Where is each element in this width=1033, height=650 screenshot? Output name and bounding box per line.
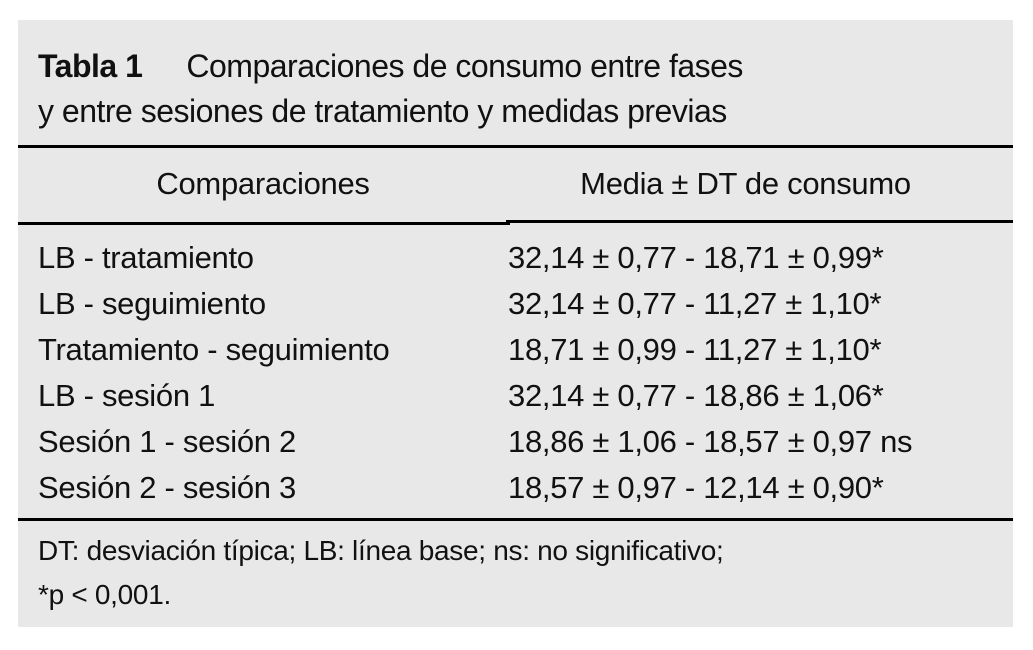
comparison-cell: LB - seguimiento [38, 286, 266, 321]
value-cell: 32,14 ± 0,77 - 18,71 ± 0,99* [508, 235, 1013, 281]
header-rule-left-segment [18, 222, 510, 225]
significance-marker: ns [871, 424, 913, 459]
significance-marker: * [871, 378, 884, 413]
footnote-pvalue: p < 0,001. [48, 579, 172, 610]
table-title-line2: y entre sesiones de tratamiento y medida… [38, 93, 727, 129]
significance-marker: * [869, 332, 882, 367]
table-label: Tabla 1 [38, 48, 143, 84]
significance-marker: * [871, 470, 884, 505]
table-title-line1: Tabla 1 Comparaciones de consumo entre fa… [38, 44, 993, 89]
comparison-cell: LB - tratamiento [38, 240, 254, 275]
footer-rule [18, 518, 1013, 521]
table-body: LB - tratamiento 32,14 ± 0,77 - 18,71 ± … [18, 225, 1013, 518]
table-title: Tabla 1 Comparaciones de consumo entre fa… [18, 20, 1013, 145]
table-header-row: Comparaciones Media ± DT de consumo [18, 148, 1013, 220]
table-row: LB - tratamiento 32,14 ± 0,77 - 18,71 ± … [18, 235, 1013, 281]
column-header-media-dt: Media ± DT de consumo [580, 166, 911, 201]
value-text: 32,14 ± 0,77 - 11,27 ± 1,10 [508, 286, 870, 321]
table-row: Sesión 1 - sesión 2 18,86 ± 1,06 - 18,57… [18, 419, 1013, 465]
header-rule [18, 220, 1013, 225]
table-row: LB - sesión 1 32,14 ± 0,77 - 18,86 ± 1,0… [18, 373, 1013, 419]
table-row: LB - seguimiento 32,14 ± 0,77 - 11,27 ± … [18, 281, 1013, 327]
value-cell: 32,14 ± 0,77 - 18,86 ± 1,06* [508, 373, 1013, 419]
value-cell: 18,86 ± 1,06 - 18,57 ± 0,97 ns [508, 419, 1013, 465]
value-text: 18,86 ± 1,06 - 18,57 ± 0,97 [508, 424, 872, 459]
footnote-significance-symbol: * [38, 579, 49, 610]
significance-marker: * [871, 240, 884, 275]
comparison-cell: Tratamiento - seguimiento [38, 332, 390, 367]
footnote-line1: DT: desviación típica; LB: línea base; n… [38, 535, 724, 566]
comparison-cell: LB - sesión 1 [38, 378, 216, 413]
column-header-comparaciones: Comparaciones [156, 166, 370, 201]
value-text: 18,71 ± 0,99 - 11,27 ± 1,10 [508, 332, 870, 367]
value-cell: 18,57 ± 0,97 - 12,14 ± 0,90* [508, 465, 1013, 511]
table-row: Sesión 2 - sesión 3 18,57 ± 0,97 - 12,14… [18, 465, 1013, 511]
value-text: 32,14 ± 0,77 - 18,71 ± 0,99 [508, 240, 872, 275]
value-cell: 18,71 ± 0,99 - 11,27 ± 1,10* [508, 327, 1013, 373]
header-rule-right-segment [505, 220, 1013, 223]
value-cell: 32,14 ± 0,77 - 11,27 ± 1,10* [508, 281, 1013, 327]
table-row: Tratamiento - seguimiento 18,71 ± 0,99 -… [18, 327, 1013, 373]
comparison-cell: Sesión 1 - sesión 2 [38, 424, 296, 459]
table-title-text: Comparaciones de consumo entre fases [186, 48, 743, 84]
footnote-line2: *p < 0,001. [38, 573, 993, 617]
value-text: 18,57 ± 0,97 - 12,14 ± 0,90 [508, 470, 872, 505]
value-text: 32,14 ± 0,77 - 18,86 ± 1,06 [508, 378, 872, 413]
comparison-cell: Sesión 2 - sesión 3 [38, 470, 296, 505]
title-rule [18, 145, 1013, 148]
footnote: DT: desviación típica; LB: línea base; n… [18, 521, 1013, 617]
table-panel: Tabla 1 Comparaciones de consumo entre fa… [18, 20, 1013, 627]
significance-marker: * [869, 286, 882, 321]
